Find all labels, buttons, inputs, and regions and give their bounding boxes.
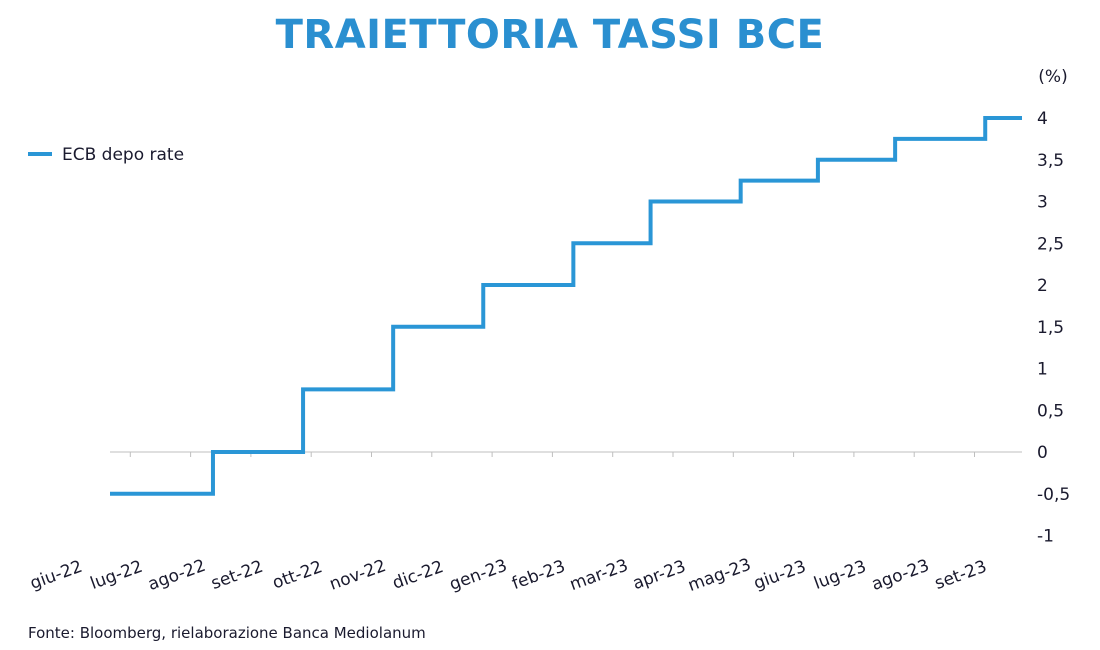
x-tick-label: ott-22 xyxy=(270,557,325,593)
y-tick-label: 3,5 xyxy=(1037,151,1064,171)
x-tick-label: gen-23 xyxy=(447,556,510,595)
x-tick-label: mar-23 xyxy=(567,556,631,596)
y-tick-label: 0 xyxy=(1037,443,1048,463)
chart-title: TRAIETTORIA TASSI BCE xyxy=(276,12,825,58)
y-tick-label: 0,5 xyxy=(1037,401,1064,421)
legend: ECB depo rate xyxy=(28,145,184,165)
x-tick-label: giu-23 xyxy=(751,557,809,594)
series-ecb-depo-rate xyxy=(110,116,1022,496)
x-tick-label: lug-23 xyxy=(811,557,869,594)
legend-label: ECB depo rate xyxy=(62,145,184,165)
x-tick-label: set-23 xyxy=(932,557,989,594)
x-tick-label: mag-23 xyxy=(685,555,753,596)
y-tick-label: 2 xyxy=(1037,276,1048,296)
x-tick-labels: giu-22 lug-22 ago-22 set-22 ott-22 nov-22 dic-… xyxy=(27,555,989,596)
y-axis-unit: (%) xyxy=(1038,67,1067,87)
x-tick-label: giu-22 xyxy=(27,557,85,594)
x-tick-label: ago-22 xyxy=(145,556,208,595)
y-tick-label: 1,5 xyxy=(1037,318,1064,338)
x-tick-label: dic-22 xyxy=(390,557,446,594)
y-tick-label: -0,5 xyxy=(1037,485,1070,505)
x-tick-label: apr-23 xyxy=(630,557,688,595)
source-note: Fonte: Bloomberg, rielaborazione Banca M… xyxy=(28,624,426,642)
x-tick-label: ago-23 xyxy=(869,556,932,595)
x-tick-label: feb-23 xyxy=(509,556,568,594)
y-axis: -1 -0,5 0 0,5 1 1,5 2 2,5 3 3,5 4 xyxy=(1037,109,1070,547)
x-tick-label: lug-22 xyxy=(88,557,146,594)
y-tick-label: 1 xyxy=(1037,360,1048,380)
y-tick-label: -1 xyxy=(1037,527,1054,547)
x-tick-label: nov-22 xyxy=(327,556,389,595)
series-line-ecb-depo-rate xyxy=(110,116,1022,496)
x-tick-label: set-22 xyxy=(209,557,266,594)
y-tick-label: 2,5 xyxy=(1037,234,1064,254)
y-tick-label: 3 xyxy=(1037,193,1048,213)
y-tick-label: 4 xyxy=(1037,109,1048,129)
